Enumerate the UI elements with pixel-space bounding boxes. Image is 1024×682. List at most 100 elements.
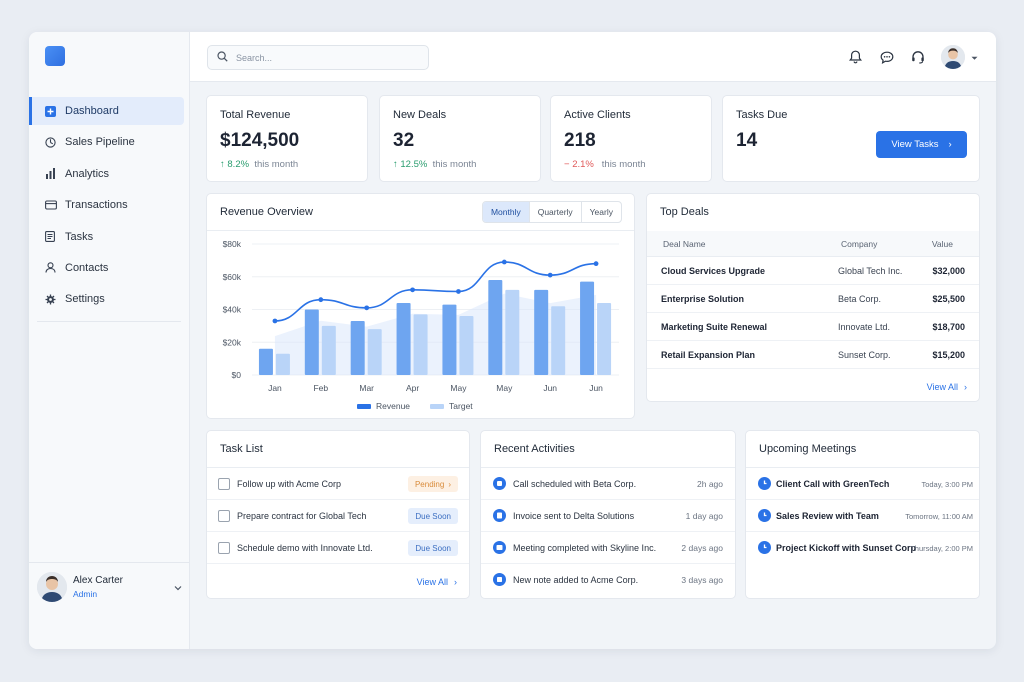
search-input[interactable]: Search... bbox=[207, 45, 429, 70]
stat-card-tasks-due: Tasks Due 14 View Tasks › bbox=[722, 95, 980, 182]
card-icon bbox=[45, 200, 65, 210]
task-label: Prepare contract for Global Tech bbox=[237, 511, 367, 521]
view-all-deals-link[interactable]: View All › bbox=[927, 382, 967, 392]
card-title: Task List bbox=[220, 443, 263, 455]
bell-icon[interactable] bbox=[840, 44, 871, 70]
clock-icon bbox=[758, 541, 771, 554]
chat-icon[interactable] bbox=[871, 44, 902, 70]
revenue-point bbox=[272, 318, 278, 324]
status-badge: Due Soon bbox=[408, 540, 458, 556]
activity-item[interactable]: New note added to Acme Corp. 3 days ago bbox=[481, 564, 735, 596]
task-item: Follow up with Acme Corp Pending › bbox=[207, 468, 469, 500]
target-bar bbox=[367, 329, 382, 375]
sidebar-item-sales-pipeline[interactable]: Sales Pipeline bbox=[29, 128, 184, 156]
column-header: Deal Name bbox=[663, 239, 706, 249]
stat-title: New Deals bbox=[393, 109, 447, 121]
task-list-card: Task List Follow up with Acme Corp Pendi… bbox=[206, 430, 470, 599]
task-checkbox[interactable] bbox=[218, 478, 230, 490]
chevron-right-icon: › bbox=[948, 139, 952, 150]
divider bbox=[207, 467, 469, 468]
deal-value: $25,500 bbox=[932, 294, 965, 304]
sidebar-item-settings[interactable]: Settings bbox=[29, 285, 184, 313]
stat-title: Total Revenue bbox=[220, 109, 291, 121]
legend-swatch-target bbox=[430, 403, 445, 409]
app-logo[interactable] bbox=[45, 46, 65, 66]
sidebar-item-label: Transactions bbox=[65, 199, 128, 212]
task-checkbox[interactable] bbox=[218, 510, 230, 522]
link-label: View All bbox=[926, 382, 958, 392]
period-toggle: Monthly Quarterly Yearly bbox=[481, 201, 622, 223]
task-checkbox[interactable] bbox=[218, 542, 230, 554]
phone-icon bbox=[493, 477, 506, 490]
revenue-bar bbox=[442, 304, 457, 375]
invoice-icon bbox=[493, 509, 506, 522]
view-tasks-button[interactable]: View Tasks › bbox=[876, 131, 967, 158]
deal-name: Marketing Suite Renewal bbox=[661, 322, 768, 332]
topbar: Search... bbox=[190, 32, 996, 82]
stat-value: 14 bbox=[736, 130, 758, 151]
chevron-right-icon: › bbox=[454, 577, 457, 587]
stat-card-new-deals: New Deals 32 ↑ 12.5% this month bbox=[379, 95, 541, 182]
tab-yearly[interactable]: Yearly bbox=[589, 207, 613, 217]
sidebar-item-tasks[interactable]: Tasks bbox=[29, 223, 184, 251]
meeting-item[interactable]: Project Kickoff with Sunset Corp Thursda… bbox=[746, 532, 979, 564]
activity-item[interactable]: Meeting completed with Skyline Inc. 2 da… bbox=[481, 532, 735, 564]
y-tick-label: $0 bbox=[232, 370, 242, 380]
stat-title: Active Clients bbox=[564, 109, 631, 121]
column-header: Company bbox=[841, 239, 878, 249]
view-all-tasks-link[interactable]: View All › bbox=[417, 577, 457, 587]
arrow-up-icon: ↑ bbox=[393, 159, 401, 170]
chevron-right-icon: › bbox=[448, 479, 451, 489]
y-tick-label: $20k bbox=[223, 337, 242, 347]
divider bbox=[37, 321, 181, 322]
bar-chart-icon bbox=[45, 168, 65, 180]
table-row[interactable]: Marketing Suite Renewal Innovate Ltd. $1… bbox=[647, 313, 979, 341]
avatar[interactable] bbox=[941, 45, 965, 69]
tab-quarterly[interactable]: Quarterly bbox=[530, 202, 582, 222]
link-label: View All bbox=[416, 577, 448, 587]
target-bar bbox=[505, 289, 520, 375]
revenue-bar bbox=[304, 309, 319, 375]
x-tick-label: Jan bbox=[268, 383, 282, 393]
revenue-point bbox=[410, 287, 415, 293]
chevron-down-icon[interactable] bbox=[174, 578, 182, 596]
stat-value: 218 bbox=[564, 130, 596, 151]
y-tick-label: $40k bbox=[223, 305, 242, 315]
task-label: Follow up with Acme Corp bbox=[237, 479, 342, 489]
x-tick-label: Jun bbox=[543, 383, 557, 393]
note-icon bbox=[493, 573, 506, 586]
activity-item[interactable]: Call scheduled with Beta Corp. 2h ago bbox=[481, 468, 735, 500]
stat-card-active-clients: Active Clients 218 − 2.1% this month bbox=[550, 95, 712, 182]
sidebar-item-transactions[interactable]: Transactions bbox=[29, 191, 184, 219]
change-period: this month bbox=[432, 159, 477, 170]
x-tick-label: May bbox=[450, 383, 467, 393]
chevron-down-icon[interactable] bbox=[971, 48, 978, 66]
target-bar bbox=[459, 316, 474, 375]
sidebar-item-dashboard[interactable]: Dashboard bbox=[29, 97, 184, 125]
deal-value: $32,000 bbox=[932, 266, 965, 276]
button-label: View Tasks bbox=[891, 139, 939, 150]
clock-icon bbox=[758, 477, 771, 490]
revenue-bar bbox=[396, 302, 411, 375]
meeting-item[interactable]: Client Call with GreenTech Today, 3:00 P… bbox=[746, 468, 979, 500]
x-tick-label: Jun bbox=[589, 383, 603, 393]
table-row[interactable]: Retail Expansion Plan Sunset Corp. $15,2… bbox=[647, 341, 979, 369]
clipboard-icon bbox=[45, 231, 65, 243]
sidebar-item-contacts[interactable]: Contacts bbox=[29, 254, 184, 282]
activity-item[interactable]: Invoice sent to Delta Solutions 1 day ag… bbox=[481, 500, 735, 532]
meeting-item[interactable]: Sales Review with Team Tomorrow, 11:00 A… bbox=[746, 500, 979, 532]
revenue-point bbox=[501, 259, 507, 265]
user-profile[interactable]: Alex Carter Admin bbox=[37, 570, 182, 604]
change-value: 2.1% bbox=[572, 159, 594, 170]
tab-monthly[interactable]: Monthly bbox=[482, 202, 530, 222]
sidebar-nav: Dashboard Sales Pipeline Analytics Trans… bbox=[29, 97, 190, 317]
change-period: this month bbox=[254, 159, 299, 170]
headset-icon[interactable] bbox=[902, 44, 933, 70]
column-header: Value bbox=[931, 239, 953, 249]
table-row[interactable]: Enterprise Solution Beta Corp. $25,500 bbox=[647, 285, 979, 313]
card-title: Upcoming Meetings bbox=[759, 443, 857, 455]
sidebar-item-analytics[interactable]: Analytics bbox=[29, 160, 184, 188]
table-row[interactable]: Cloud Services Upgrade Global Tech Inc. … bbox=[647, 257, 979, 285]
status-badge: Pending › bbox=[407, 476, 458, 492]
task-label: Schedule demo with Innovate Ltd. bbox=[237, 543, 373, 553]
